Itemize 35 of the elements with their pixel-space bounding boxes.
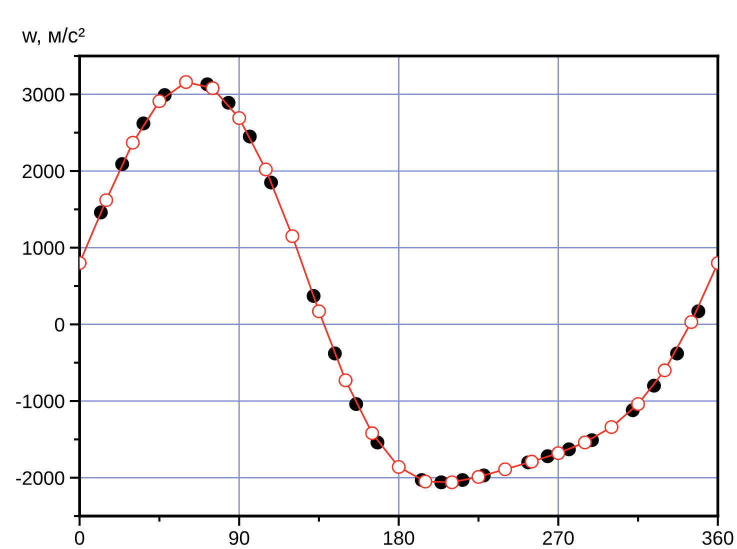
x-tick-label: 180 — [384, 531, 414, 545]
point — [365, 426, 380, 440]
point — [604, 420, 618, 434]
point — [684, 315, 698, 330]
point — [285, 229, 300, 244]
point — [312, 304, 326, 318]
point — [126, 136, 140, 150]
x-tick-label: 90 — [229, 531, 250, 545]
point — [179, 75, 193, 90]
point — [99, 193, 114, 208]
y-tick-label: 2000 — [22, 164, 64, 178]
x-tick-label: 270 — [543, 531, 574, 545]
y-tick-label: 0 — [54, 318, 64, 332]
point — [578, 436, 592, 450]
point — [232, 111, 246, 126]
point — [392, 460, 406, 474]
point — [551, 446, 566, 460]
y-tick-label: 3000 — [22, 88, 64, 102]
point — [498, 462, 512, 476]
point — [338, 373, 352, 388]
point — [472, 470, 486, 484]
y-axis-title: w, м/с² — [22, 27, 85, 46]
point — [258, 162, 273, 176]
x-tick-label: 0 — [74, 531, 84, 545]
point — [631, 397, 646, 412]
y-tick-label: -2000 — [16, 471, 64, 485]
point — [444, 475, 459, 490]
point — [206, 81, 220, 96]
y-tick-label: -1000 — [16, 394, 64, 408]
y-tick-label: 1000 — [23, 241, 64, 255]
point — [418, 474, 432, 488]
point — [658, 363, 672, 378]
point — [152, 94, 166, 108]
point — [524, 454, 539, 469]
x-tick-label: 360 — [702, 531, 734, 545]
